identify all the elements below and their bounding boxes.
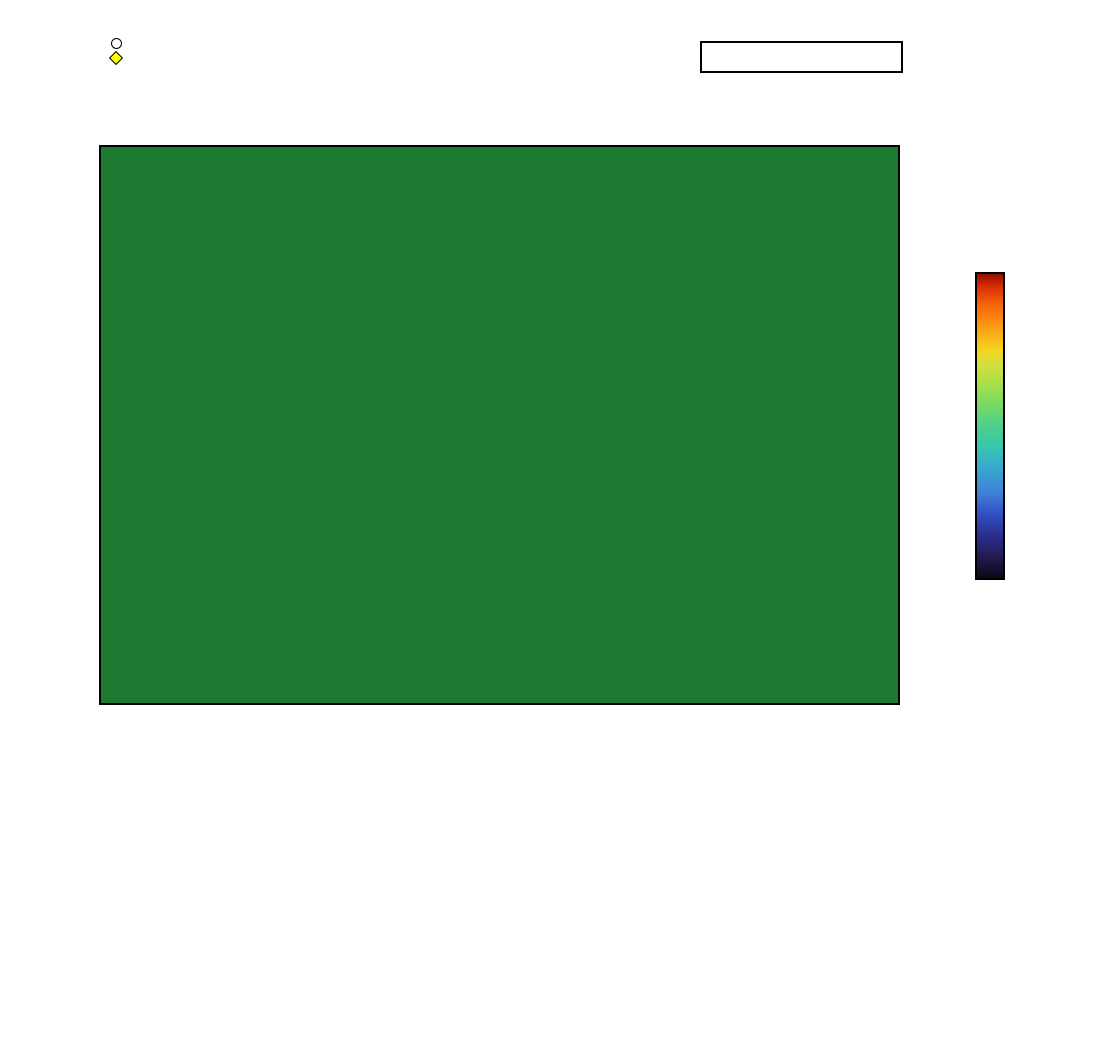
colorbar-gradient bbox=[975, 272, 1005, 580]
current-vector-scale-box bbox=[700, 41, 903, 73]
map-plot-area[interactable] bbox=[99, 145, 900, 705]
marker-legend bbox=[108, 38, 127, 66]
circle-marker-icon bbox=[110, 38, 126, 51]
diamond-marker-icon bbox=[108, 50, 126, 65]
colorbar bbox=[975, 272, 1005, 580]
temperature-field-canvas bbox=[101, 147, 898, 703]
legend-item-ndbc bbox=[108, 50, 127, 65]
legend-item-usm bbox=[110, 38, 127, 51]
